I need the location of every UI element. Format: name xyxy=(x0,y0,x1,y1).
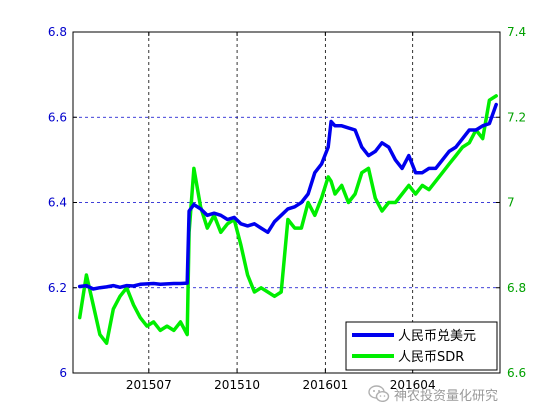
grid xyxy=(73,32,500,373)
y-left-tick-label: 6.8 xyxy=(48,25,67,39)
y-right-tick-label: 6.6 xyxy=(507,366,526,380)
y-right-tick-label: 6.8 xyxy=(507,281,526,295)
y-right-tick-label: 7.4 xyxy=(507,25,526,39)
x-tick-label: 201604 xyxy=(390,378,436,392)
y-left-tick-label: 6 xyxy=(59,366,67,380)
series-line-sdr xyxy=(77,94,498,345)
series-line-usd xyxy=(77,102,498,291)
watermark-text: 神农投资量化研究 xyxy=(394,388,499,404)
y-right-tick-label: 7 xyxy=(507,196,515,210)
y-right-tick-label: 7.2 xyxy=(507,110,526,124)
x-tick-label: 201510 xyxy=(214,378,260,392)
watermark: 神农投资量化研究 xyxy=(368,383,498,405)
legend: 人民币兑美元 人民币SDR xyxy=(345,321,498,371)
legend-label-usd: 人民币兑美元 xyxy=(398,329,476,344)
x-tick-label: 201601 xyxy=(302,378,348,392)
legend-box xyxy=(345,321,498,371)
wechat-logo-icon xyxy=(368,385,390,403)
y-left-tick-label: 6.2 xyxy=(48,281,67,295)
legend-label-sdr: 人民币SDR xyxy=(398,350,464,365)
y-left-tick-label: 6.4 xyxy=(48,196,67,210)
series-group xyxy=(77,94,498,345)
y-left-tick-label: 6.6 xyxy=(48,110,67,124)
tick-group: 201507 201510 201601 201604 6 6.2 6.4 6.6 6.8 6.6… xyxy=(48,25,526,392)
x-tick-label: 201507 xyxy=(126,378,172,392)
